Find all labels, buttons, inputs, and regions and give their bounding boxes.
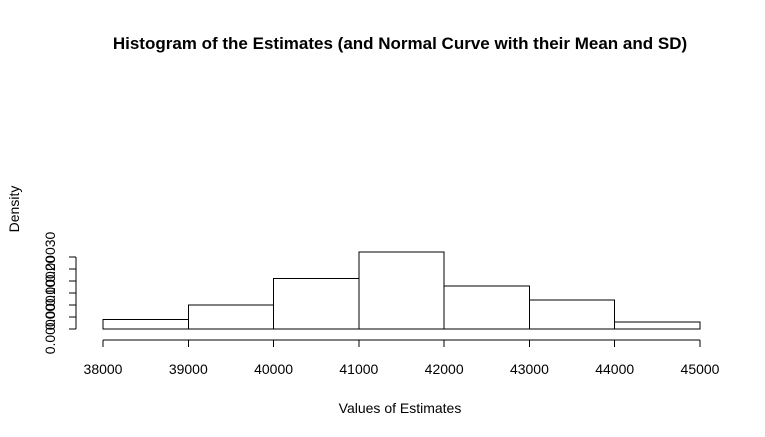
x-tick-label: 45000 — [681, 361, 720, 377]
x-tick-label: 42000 — [425, 361, 464, 377]
y-axis-label: Density — [6, 186, 22, 233]
x-tick-label: 43000 — [510, 361, 549, 377]
y-tick-label: 0.00010 — [42, 279, 58, 330]
x-tick-label: 44000 — [595, 361, 634, 377]
bars-group — [102, 251, 701, 330]
histogram-bar-4 — [358, 251, 445, 330]
histogram-bar-3 — [273, 278, 360, 330]
histogram-bar-5 — [443, 285, 530, 330]
x-tick-label: 39000 — [169, 361, 208, 377]
x-axis-label: Values of Estimates — [339, 400, 462, 416]
chart-title: Histogram of the Estimates (and Normal C… — [113, 34, 687, 53]
histogram-bar-2 — [187, 304, 275, 330]
x-axis: 38000 39000 40000 41000 42000 43000 44000 45000 — [84, 339, 720, 377]
y-tick-label: 0.00000 — [42, 303, 58, 354]
x-tick-label: 38000 — [84, 361, 123, 377]
histogram-bar-7 — [614, 321, 701, 330]
histogram-bar-1 — [102, 318, 189, 330]
y-tick-label: 0.00030 — [42, 231, 58, 282]
histogram-bar-6 — [528, 299, 616, 330]
y-tick-label: 0.00020 — [42, 255, 58, 306]
x-tick-label: 41000 — [339, 361, 378, 377]
x-tick-label: 40000 — [254, 361, 293, 377]
